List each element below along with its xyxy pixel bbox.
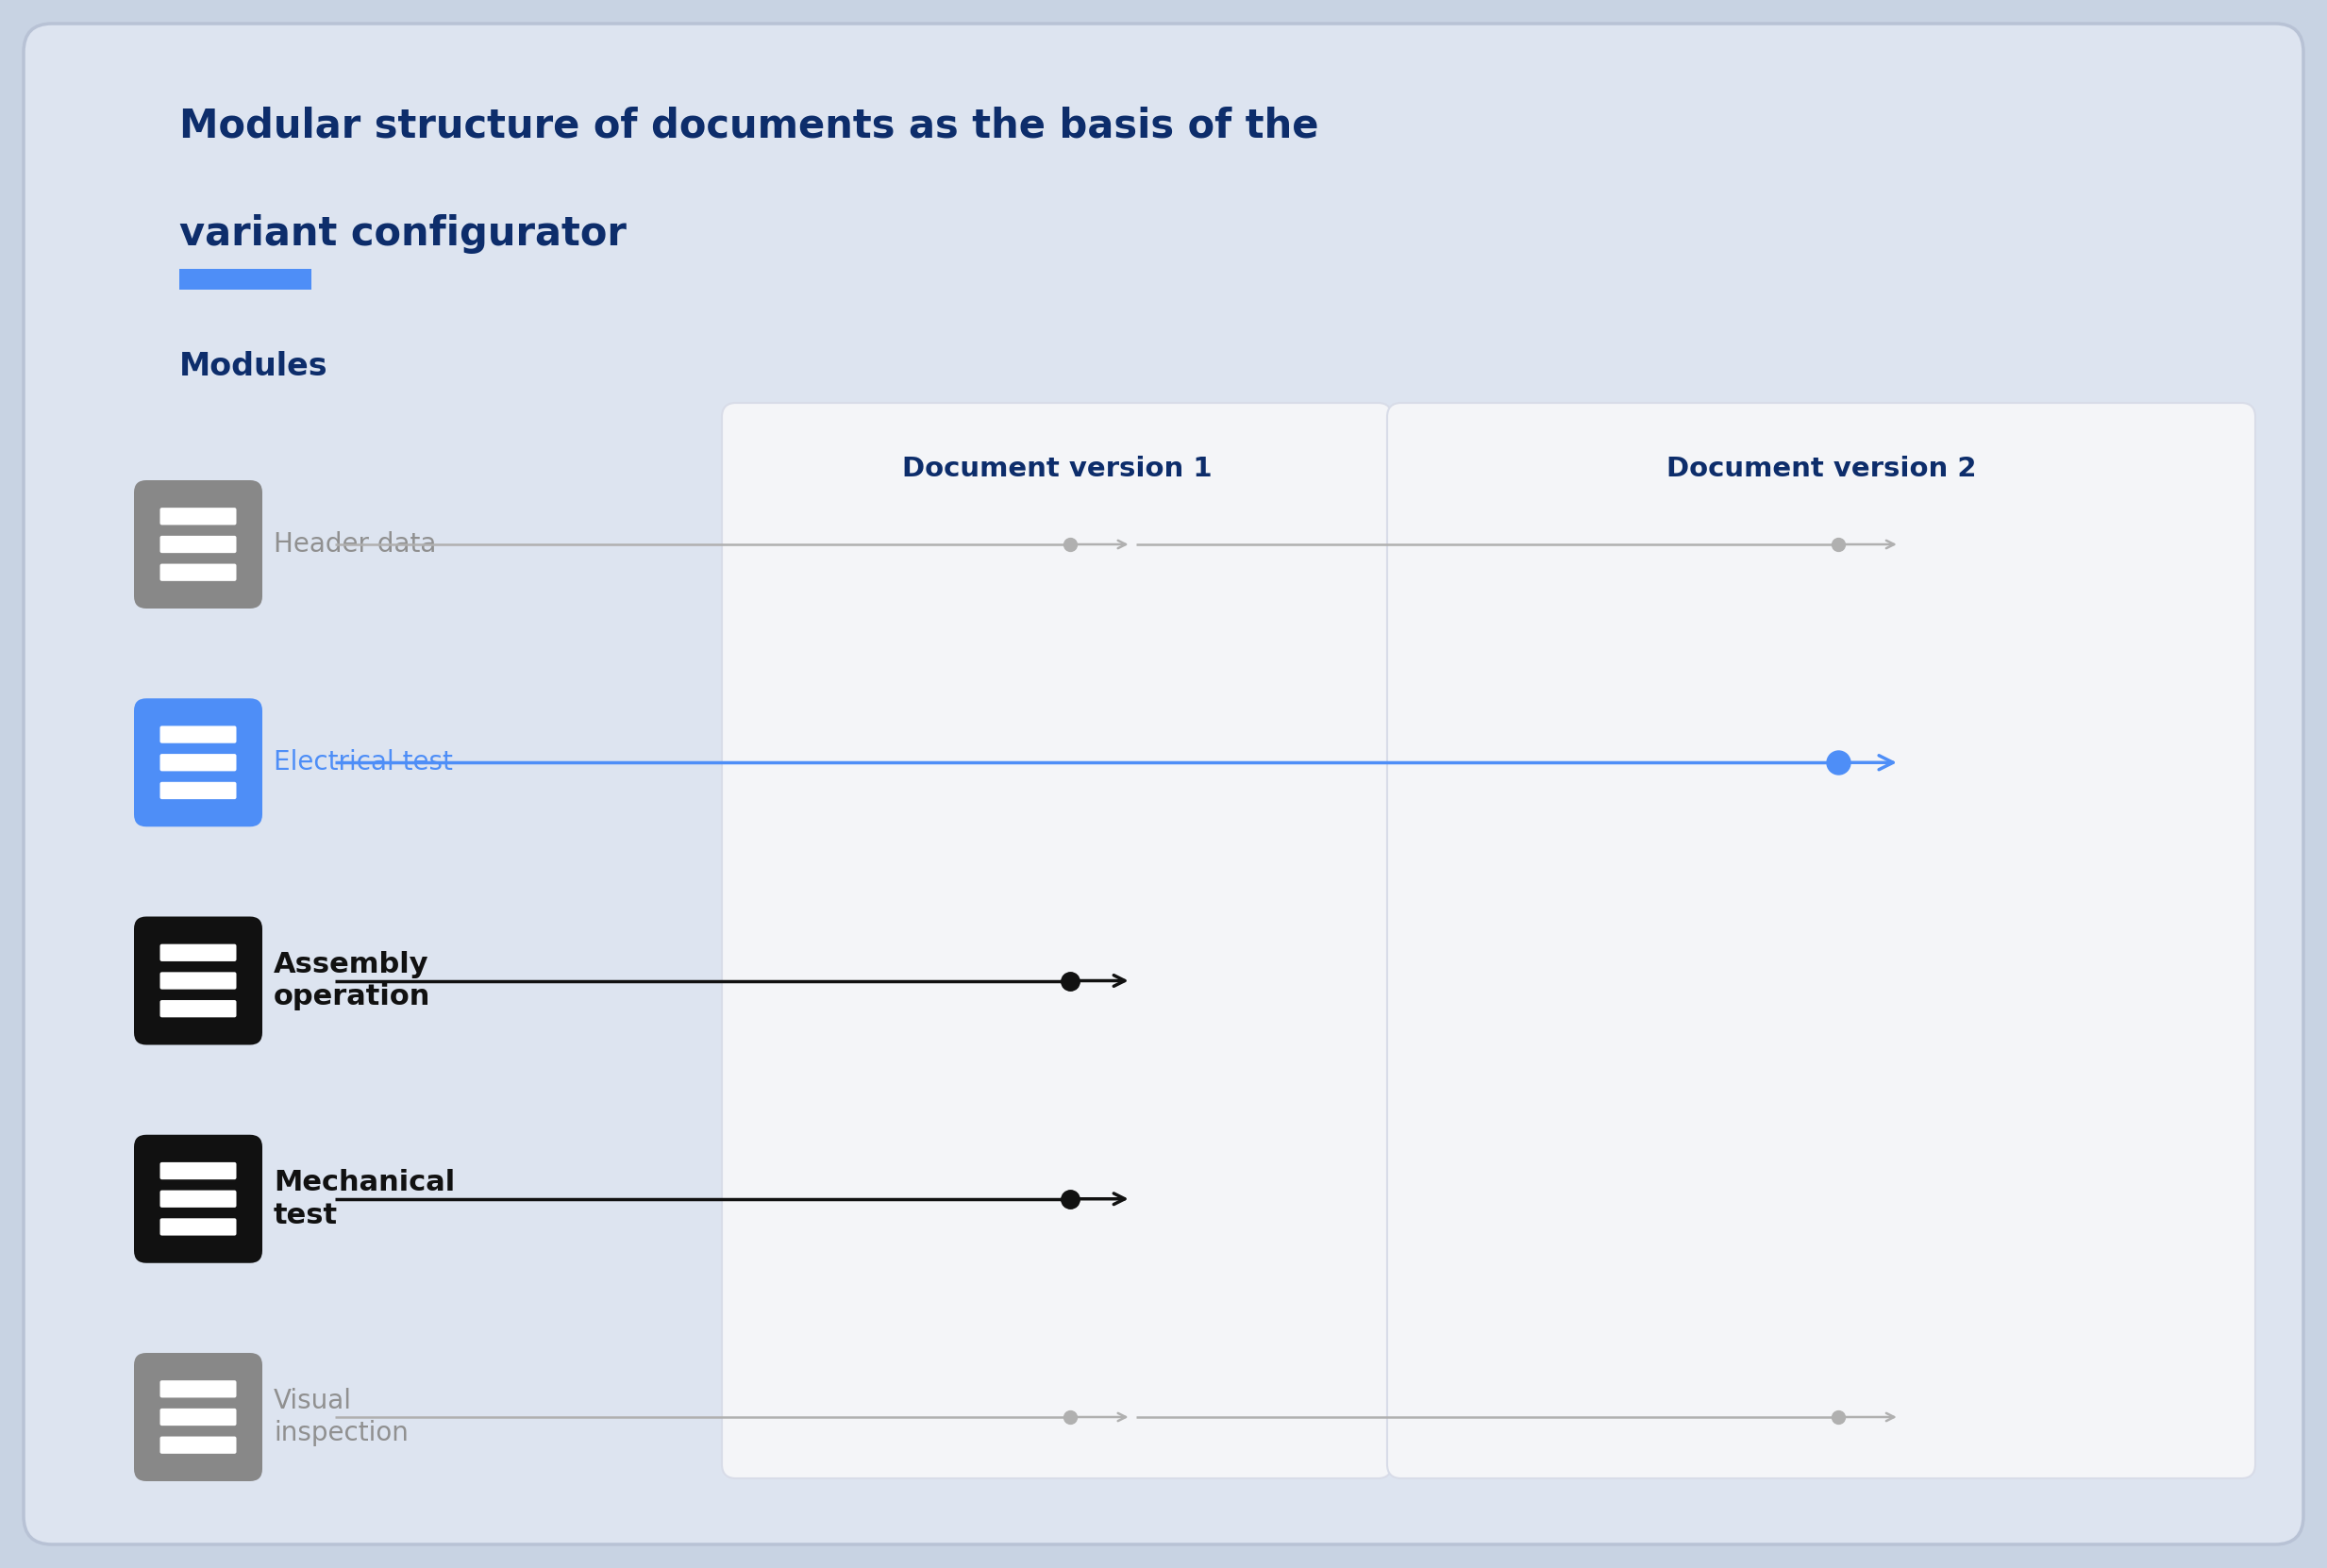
FancyBboxPatch shape — [161, 564, 237, 582]
FancyBboxPatch shape — [161, 1000, 237, 1018]
FancyBboxPatch shape — [135, 1353, 263, 1482]
Text: Document version 2: Document version 2 — [1666, 456, 1976, 481]
FancyBboxPatch shape — [161, 754, 237, 771]
Text: Document version 1: Document version 1 — [903, 456, 1212, 481]
Text: Electrical test: Electrical test — [275, 750, 454, 776]
Bar — [179, 268, 312, 290]
FancyBboxPatch shape — [161, 726, 237, 743]
FancyBboxPatch shape — [135, 480, 263, 608]
FancyBboxPatch shape — [161, 1380, 237, 1397]
Text: Modules: Modules — [179, 351, 328, 383]
FancyBboxPatch shape — [161, 782, 237, 800]
FancyBboxPatch shape — [1387, 403, 2255, 1479]
Text: Header data: Header data — [275, 532, 437, 558]
Text: Mechanical
test: Mechanical test — [275, 1168, 456, 1229]
Text: Modular structure of documents as the basis of the: Modular structure of documents as the ba… — [179, 105, 1319, 146]
FancyBboxPatch shape — [23, 24, 2304, 1544]
FancyBboxPatch shape — [161, 972, 237, 989]
Text: Assembly
operation: Assembly operation — [275, 950, 430, 1011]
Text: variant configurator: variant configurator — [179, 215, 626, 254]
FancyBboxPatch shape — [161, 1218, 237, 1236]
Text: Visual
inspection: Visual inspection — [275, 1388, 410, 1446]
FancyBboxPatch shape — [161, 1162, 237, 1179]
FancyBboxPatch shape — [161, 536, 237, 554]
FancyBboxPatch shape — [135, 917, 263, 1044]
FancyBboxPatch shape — [161, 1190, 237, 1207]
FancyBboxPatch shape — [135, 698, 263, 826]
FancyBboxPatch shape — [721, 403, 1392, 1479]
FancyBboxPatch shape — [135, 1135, 263, 1264]
FancyBboxPatch shape — [161, 944, 237, 961]
FancyBboxPatch shape — [161, 508, 237, 525]
FancyBboxPatch shape — [161, 1436, 237, 1454]
FancyBboxPatch shape — [161, 1408, 237, 1425]
